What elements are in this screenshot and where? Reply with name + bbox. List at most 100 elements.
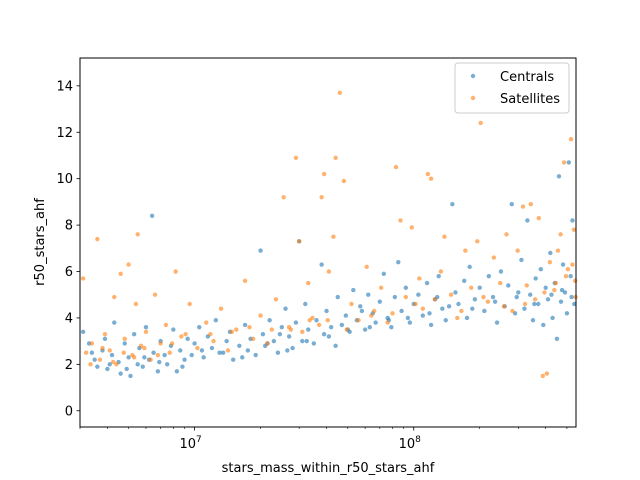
satellite-point	[218, 306, 224, 311]
y-tick-label: 4	[65, 311, 73, 326]
satellite-point	[540, 373, 545, 379]
central-point	[570, 218, 575, 223]
central-point	[494, 320, 500, 325]
satellite-point	[481, 294, 486, 300]
satellite-point	[428, 176, 434, 181]
central-point	[92, 357, 97, 362]
satellite-point	[143, 329, 149, 335]
satellite-point	[568, 137, 574, 142]
central-point	[155, 369, 161, 374]
central-point	[189, 352, 194, 358]
central-point	[536, 301, 541, 307]
satellite-point	[265, 341, 270, 346]
central-point	[128, 373, 133, 379]
central-point	[335, 294, 340, 300]
satellite-point	[107, 348, 112, 353]
central-point	[105, 366, 110, 372]
central-point	[112, 320, 117, 325]
satellite-point	[273, 297, 279, 302]
satellite-point	[369, 313, 374, 318]
central-point	[396, 260, 401, 265]
central-point	[453, 290, 458, 295]
satellite-point	[300, 329, 305, 335]
satellite-point	[89, 341, 95, 346]
central-point	[367, 325, 372, 330]
central-point	[541, 322, 546, 328]
central-point	[217, 350, 222, 355]
satellite-point	[135, 232, 140, 237]
x-axis: 107 108	[79, 427, 568, 452]
central-point	[89, 350, 95, 355]
central-point	[558, 299, 564, 304]
central-point	[95, 364, 100, 369]
central-point	[506, 283, 511, 288]
satellite-point	[341, 178, 347, 184]
central-point	[185, 336, 190, 342]
central-point	[358, 304, 363, 309]
satellite-point	[133, 301, 139, 307]
central-point	[286, 334, 292, 339]
central-point	[151, 350, 156, 355]
central-point	[482, 308, 487, 314]
central-point	[545, 297, 551, 302]
satellite-point	[561, 160, 567, 165]
satellite-point	[385, 320, 390, 325]
legend-box	[454, 62, 570, 114]
central-point	[304, 338, 309, 344]
central-point	[428, 322, 434, 328]
satellite-point	[316, 322, 322, 328]
central-point	[377, 299, 382, 304]
central-point	[102, 336, 108, 342]
satellite-point	[167, 350, 172, 355]
satellite-point	[432, 297, 438, 302]
central-point	[122, 341, 127, 346]
satellite-point	[288, 327, 294, 332]
satellite-point	[337, 90, 343, 96]
central-point	[477, 285, 482, 290]
satellite-point	[138, 343, 144, 348]
satellite-point	[425, 171, 431, 177]
central-point	[548, 250, 553, 256]
central-point	[569, 294, 574, 300]
satellite-point	[126, 262, 131, 267]
satellite-point	[485, 299, 491, 304]
central-point	[328, 325, 334, 330]
central-point	[456, 301, 461, 307]
satellite-point	[179, 334, 184, 339]
legend: Centrals Satellites	[454, 62, 570, 114]
satellite-point	[349, 301, 354, 307]
satellite-point	[169, 341, 175, 346]
satellite-point	[234, 327, 239, 332]
satellite-point	[83, 350, 89, 355]
central-point	[533, 276, 538, 281]
satellite-point	[269, 327, 274, 332]
satellite-point	[469, 285, 474, 290]
data-points	[80, 90, 578, 379]
central-point	[240, 355, 245, 360]
satellite-point	[208, 331, 213, 337]
y-tick-label: 0	[65, 404, 73, 419]
central-point	[440, 306, 445, 311]
legend-label-satellites: Satellites	[500, 92, 560, 107]
satellite-point	[173, 269, 178, 274]
central-point	[124, 366, 129, 372]
satellite-point	[110, 359, 116, 365]
satellite-point	[393, 164, 399, 170]
central-point	[197, 325, 202, 330]
central-point	[399, 308, 404, 314]
central-point	[140, 364, 145, 369]
satellite-point	[524, 283, 529, 288]
y-axis-label: r50_stars_ahf	[33, 198, 48, 286]
satellite-point	[364, 264, 369, 270]
satellite-point	[293, 155, 299, 160]
y-tick-label: 8	[65, 219, 73, 234]
central-point	[556, 174, 562, 179]
satellite-point	[306, 280, 311, 286]
satellite-point	[565, 266, 571, 272]
central-point	[142, 355, 147, 360]
central-point	[403, 285, 409, 290]
satellite-point	[390, 311, 395, 316]
central-point	[107, 362, 112, 367]
satellite-point	[281, 195, 286, 200]
central-point	[192, 341, 197, 346]
